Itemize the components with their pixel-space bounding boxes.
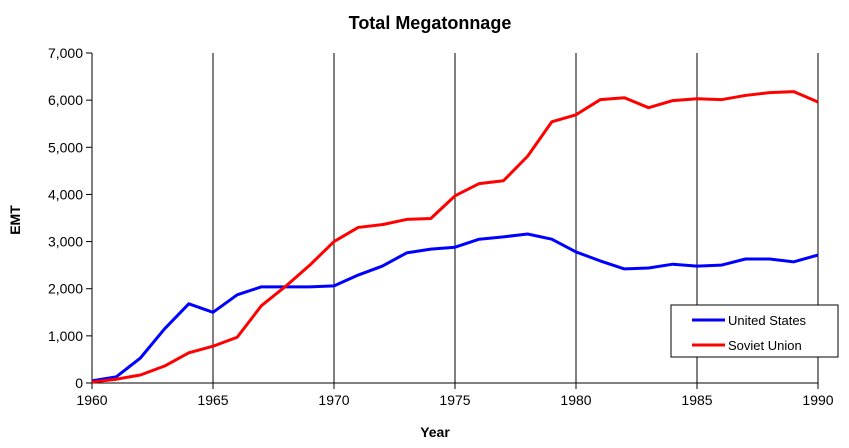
- y-tick-label: 1,000: [48, 328, 83, 344]
- y-tick-label: 2,000: [48, 281, 83, 297]
- x-tick-label: 1980: [560, 392, 591, 408]
- x-tick-label: 1990: [802, 392, 833, 408]
- x-tick-label: 1965: [197, 392, 228, 408]
- x-axis-label: Year: [420, 424, 450, 440]
- x-tick-label: 1985: [681, 392, 712, 408]
- legend: United States Soviet Union: [671, 305, 838, 357]
- legend-label: United States: [728, 313, 807, 328]
- y-tick-label: 0: [75, 375, 83, 391]
- y-tick-label: 6,000: [48, 92, 83, 108]
- y-axis-label: EMT: [7, 205, 23, 235]
- y-tick-label: 3,000: [48, 234, 83, 250]
- y-tick-label: 7,000: [48, 45, 83, 61]
- chart-title: Total Megatonnage: [349, 13, 512, 33]
- legend-label: Soviet Union: [728, 338, 802, 353]
- y-tick-label: 5,000: [48, 139, 83, 155]
- x-tick-label: 1970: [318, 392, 349, 408]
- x-tick-label: 1975: [439, 392, 470, 408]
- y-tick-label: 4,000: [48, 186, 83, 202]
- x-tick-label: 1960: [76, 392, 107, 408]
